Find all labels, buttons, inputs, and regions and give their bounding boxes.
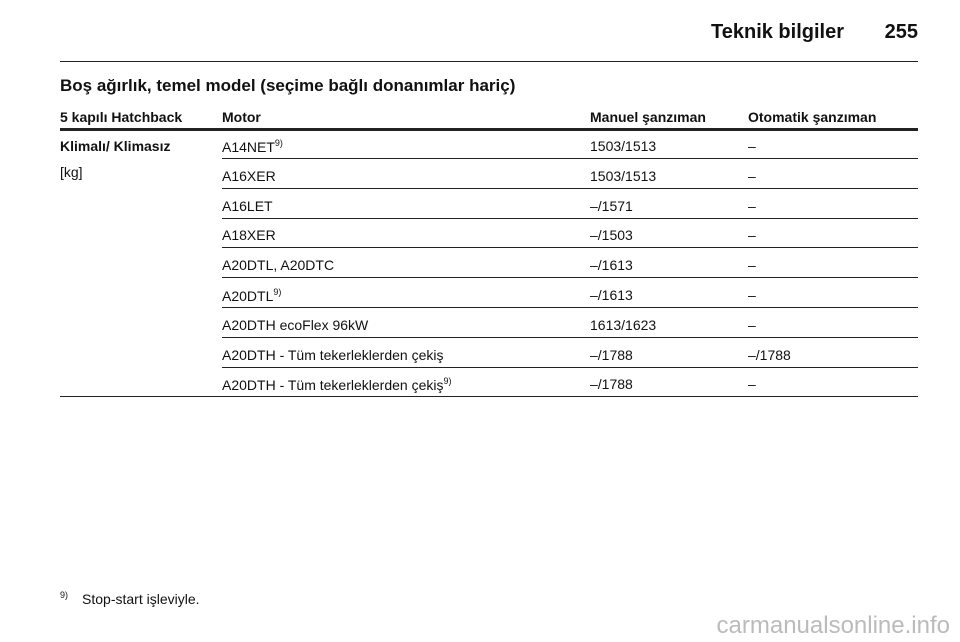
column-header: Manuel şanzıman xyxy=(590,109,706,125)
manual-cell: –/1503 xyxy=(590,227,633,244)
motor-cell: A20DTH ecoFlex 96kW xyxy=(222,318,368,332)
manual-cell: –/1788 xyxy=(590,376,633,393)
manual-cell: 1503/1513 xyxy=(590,167,657,184)
automatic-cell: – xyxy=(748,197,756,214)
header-title: Teknik bilgiler xyxy=(711,21,844,43)
automatic-cell: – xyxy=(748,287,756,303)
motor: A20DTH - Tüm tekerleklerden çekiş xyxy=(222,377,444,394)
manual-cell: –/1571 xyxy=(590,197,633,214)
motor: A20DTL xyxy=(222,288,274,304)
motor: A16LET xyxy=(222,197,273,214)
automatic-cell: – xyxy=(748,376,756,393)
manual-cell: 1503/1513 xyxy=(590,138,657,154)
manual-cell: 1613/1623 xyxy=(590,316,657,333)
row-rule xyxy=(222,158,918,159)
row-rule xyxy=(222,307,918,308)
watermark: carmanualsonline.info xyxy=(716,612,950,639)
motor: A18XER xyxy=(222,227,276,244)
row-rule xyxy=(222,247,918,249)
manual-cell: –/1613 xyxy=(590,287,633,303)
column-header: Otomatik şanzıman xyxy=(748,109,877,125)
row-rule xyxy=(222,277,918,279)
motor-cell: A20DTH - Tüm tekerleklerden çekiş xyxy=(222,348,443,362)
motor: A20DTH - Tüm tekerleklerden çekiş xyxy=(222,346,444,363)
automatic-cell: – xyxy=(748,227,756,244)
note-ref: 9) xyxy=(443,376,452,387)
motor: A20DTH ecoFlex 96kW xyxy=(222,316,369,333)
motor-cell: A16LET xyxy=(222,199,273,213)
row-rule xyxy=(222,217,918,219)
column-header: 5 kapılı Hatchback xyxy=(60,109,183,125)
footnote-text: Stop-start işleviyle. xyxy=(82,591,200,607)
section-title: Boş ağırlık, temel model (seçime bağlı d… xyxy=(60,76,516,95)
note-ref: 9) xyxy=(274,138,283,148)
page-number: 255 xyxy=(884,21,918,43)
row-rule xyxy=(222,336,918,338)
manual-cell: –/1613 xyxy=(590,257,633,274)
row-rule xyxy=(60,396,918,398)
motor-cell: A20DTL9) xyxy=(222,287,282,304)
automatic-cell: –/1788 xyxy=(748,346,791,363)
motor-cell: A20DTL, A20DTC xyxy=(222,258,334,272)
automatic-cell: – xyxy=(748,138,756,154)
footnote-mark: 9) xyxy=(60,590,69,600)
manual-cell: –/1788 xyxy=(590,346,633,363)
group-unit: [kg] xyxy=(60,164,83,180)
motor: A14NET xyxy=(222,139,275,155)
automatic-cell: – xyxy=(748,257,756,274)
motor-cell: A14NET9) xyxy=(222,138,283,155)
motor: A20DTL, A20DTC xyxy=(222,257,335,274)
motor: A16XER xyxy=(222,167,276,184)
group-label: Klimalı/ Klimasız xyxy=(60,138,171,154)
column-header: Motor xyxy=(222,109,261,125)
motor-cell: A20DTH - Tüm tekerleklerden çekiş9) xyxy=(222,376,452,394)
table-header-rule xyxy=(60,128,918,131)
header-rule xyxy=(60,61,918,62)
automatic-cell: – xyxy=(748,316,756,333)
note-ref: 9) xyxy=(273,287,282,297)
row-rule xyxy=(222,366,918,368)
motor-cell: A16XER xyxy=(222,169,276,183)
footnote: 9) Stop-start işleviyle. xyxy=(60,590,200,607)
motor-cell: A18XER xyxy=(222,228,276,242)
automatic-cell: – xyxy=(748,167,756,184)
row-rule xyxy=(222,187,918,189)
